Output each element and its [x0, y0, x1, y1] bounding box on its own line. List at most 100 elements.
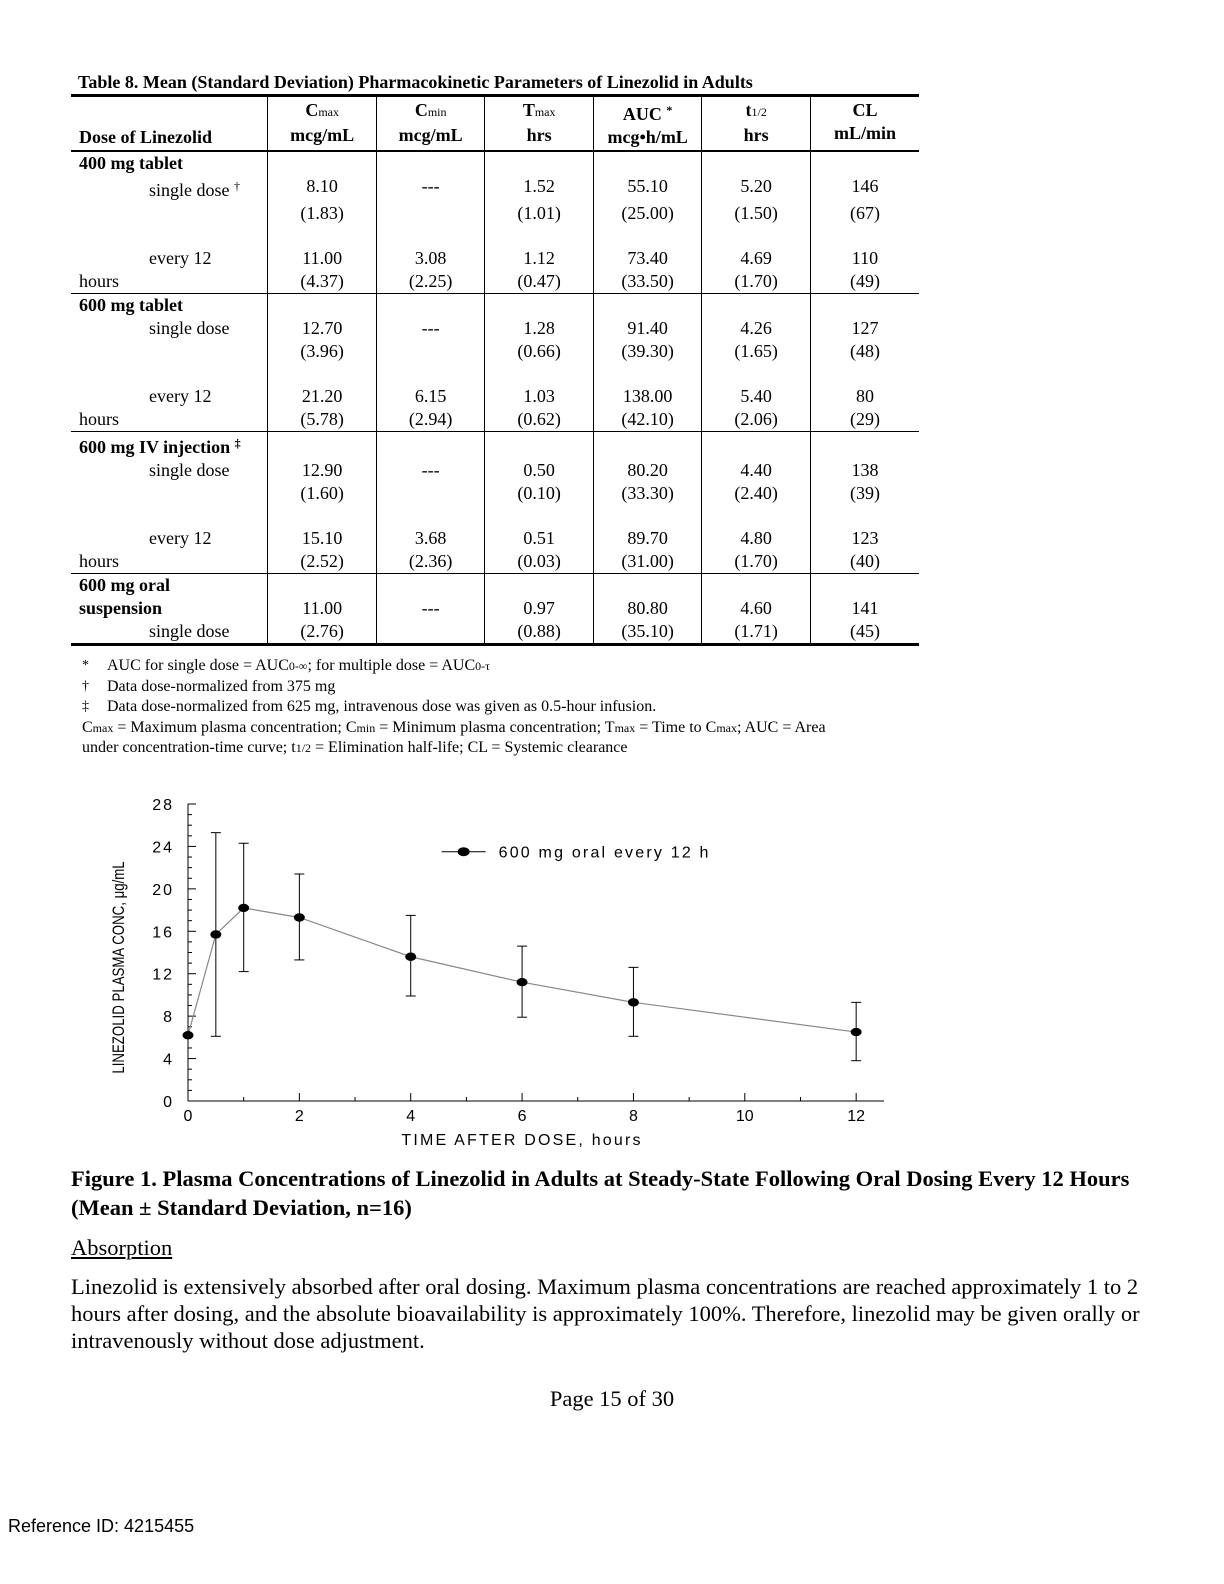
value-mean: 12.70 [267, 317, 377, 340]
value-mean: 11.00 [267, 597, 377, 620]
dose-regimen: single dose [149, 318, 230, 338]
table-cell [267, 293, 377, 317]
dose-label: suspension [71, 597, 268, 620]
table-row-sd: hours (4.37) (2.25) (0.47) (33.50) (1.70) (49) [71, 270, 919, 294]
value-mean: 4.40 [701, 459, 811, 482]
dose-regimen: single dose [149, 621, 230, 641]
table-row-sd: hours (2.52) (2.36) (0.03) (31.00) (1.70) (40) [71, 550, 919, 574]
value-sd: (1.65) [701, 340, 811, 363]
table-row-sd: hours (5.78) (2.94) (0.62) (42.10) (2.06) (29) [71, 408, 919, 432]
table-cell [592, 431, 702, 459]
table-cell [701, 151, 811, 175]
table-group-row: 600 mg tablet [71, 293, 919, 317]
spacer-cell [809, 505, 919, 527]
group-name: 600 mg IV injection [79, 437, 231, 457]
x-tick-label: 0 [184, 1108, 193, 1125]
x-tick-label: 2 [295, 1108, 304, 1125]
value-mean: 1.03 [484, 385, 594, 408]
spacer-cell [701, 225, 811, 247]
value-mean: 3.68 [375, 527, 485, 550]
value-sd: (29) [809, 408, 919, 432]
header-cmax: Cmax mcg/mL [267, 95, 377, 152]
table-cell [484, 573, 594, 597]
value-mean: 80.20 [592, 459, 702, 482]
table-cell [267, 431, 377, 459]
value-sd: (2.25) [375, 270, 485, 294]
dose-label-line2: hours [71, 408, 268, 432]
dose-label-line2: hours [71, 550, 268, 574]
spacer-cell [484, 363, 594, 385]
data-point [627, 998, 639, 1007]
group-name: 600 mg oral [79, 575, 170, 595]
table-footnotes: * AUC for single dose = AUC0-∞; for multi… [82, 656, 922, 759]
x-tick-label: 6 [518, 1108, 527, 1125]
value-sd: (40) [809, 550, 919, 574]
value-mean: 21.20 [267, 385, 377, 408]
value-mean: 1.12 [484, 247, 594, 270]
table-cell [701, 293, 811, 317]
table-cell [484, 431, 594, 459]
data-point [238, 903, 250, 913]
group-name: 400 mg tablet [79, 153, 183, 173]
x-axis-label: TIME AFTER DOSE, hours [401, 1132, 642, 1149]
value-mean: 73.40 [592, 247, 702, 270]
value-sd: (48) [809, 340, 919, 363]
table-cell [267, 151, 377, 175]
value-mean: 123 [809, 527, 919, 550]
header-thalf: t1/2 hrs [701, 95, 811, 152]
table-cell [701, 431, 811, 459]
value-sd: (0.47) [484, 270, 594, 294]
value-mean: --- [375, 597, 485, 620]
figure-caption: Figure 1. Plasma Concentrations of Linez… [71, 1166, 1130, 1220]
table-title: Table 8. Mean (Standard Deviation) Pharm… [78, 72, 753, 92]
y-tick-label: 12 [152, 967, 174, 984]
footnote-dagger: † Data dose-normalized from 375 mg [82, 677, 336, 695]
y-tick-label: 16 [152, 924, 174, 941]
value-sd: (0.10) [484, 482, 594, 505]
group-name-line2: suspension [79, 598, 163, 618]
spacer-cell [484, 225, 594, 247]
value-mean: 55.10 [592, 175, 702, 202]
value-sd: (2.76) [267, 620, 377, 645]
dose-label: single dose [71, 317, 268, 340]
table-cell [375, 151, 485, 175]
value-sd: (49) [809, 270, 919, 294]
spacer-cell [375, 363, 485, 385]
spacer-cell [71, 505, 268, 527]
table-cell [592, 573, 702, 597]
table-row-mean: every 12 11.00 3.08 1.12 73.40 4.69 110 [71, 247, 919, 270]
value-sd: (31.00) [592, 550, 702, 574]
table-group-row: 600 mg oral [71, 573, 919, 597]
table-row-mean: single dose 12.70 --- 1.28 91.40 4.26 127 [71, 317, 919, 340]
group-label: 400 mg tablet [71, 151, 268, 175]
y-tick-label: 4 [163, 1052, 174, 1069]
table-cell [375, 293, 485, 317]
value-sd: (0.03) [484, 550, 594, 574]
table-spacer-row [71, 225, 919, 247]
spacer-cell [809, 225, 919, 247]
spacer-cell [701, 363, 811, 385]
value-mean: --- [375, 317, 485, 340]
value-sd: (1.70) [701, 550, 811, 574]
value-sd: (33.50) [592, 270, 702, 294]
value-sd: (2.94) [375, 408, 485, 432]
value-mean: 91.40 [592, 317, 702, 340]
value-sd: (4.37) [267, 270, 377, 294]
section-heading: Absorption [71, 1235, 173, 1260]
dose-regimen-cont: hours [79, 409, 119, 429]
header-cmin: Cmin mcg/mL [375, 95, 485, 152]
value-sd [375, 482, 485, 505]
value-sd: (45) [809, 620, 919, 645]
value-sd: (1.70) [701, 270, 811, 294]
table-spacer-row [71, 363, 919, 385]
value-sd: (35.10) [592, 620, 702, 645]
reference-id: Reference ID: 4215455 [8, 1516, 195, 1536]
dose-mark: † [234, 179, 240, 193]
table-cell [809, 431, 919, 459]
value-mean: 110 [809, 247, 919, 270]
value-sd: (39.30) [592, 340, 702, 363]
value-mean: 1.28 [484, 317, 594, 340]
value-mean: 146 [809, 175, 919, 202]
